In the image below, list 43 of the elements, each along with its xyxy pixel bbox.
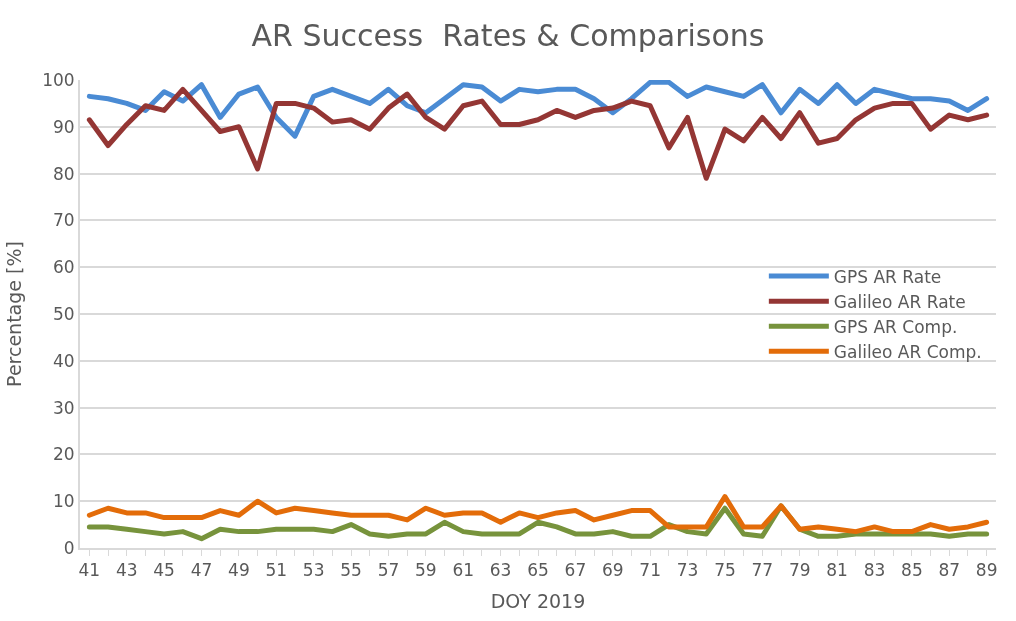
y-tick-label: 0 [63, 537, 75, 558]
x-axis-title: DOY 2019 [490, 589, 586, 612]
chart-title: AR Success Rates & Comparisons [251, 17, 765, 53]
y-tick-label: 40 [52, 350, 75, 371]
x-tick-label: 45 [153, 560, 175, 581]
y-axis-title: Percentage [%] [3, 241, 26, 387]
y-tick-label: 10 [52, 491, 75, 512]
x-tick-label: 51 [265, 560, 288, 581]
x-tick-label: 87 [938, 560, 961, 581]
y-tick-label: 50 [52, 303, 75, 324]
y-tick-label: 70 [52, 210, 75, 231]
x-tick-label: 81 [826, 560, 848, 581]
legend-label: Galileo AR Comp. [833, 341, 982, 362]
legend-label: GPS AR Comp. [833, 316, 958, 337]
x-tick-label: 53 [302, 560, 325, 581]
x-tick-label: 77 [751, 560, 774, 581]
x-tick-label: 79 [788, 560, 811, 581]
x-tick-label: 85 [901, 560, 923, 581]
x-tick-label: 55 [340, 560, 362, 581]
x-tick-label: 71 [639, 560, 661, 581]
x-tick-label: 47 [190, 560, 213, 581]
x-tick-label: 75 [714, 560, 736, 581]
legend-label: GPS AR Rate [833, 266, 942, 287]
x-tick-label: 89 [975, 560, 998, 581]
y-tick-label: 30 [52, 397, 75, 418]
y-tick-label: 100 [42, 69, 75, 90]
x-tick-label: 57 [377, 560, 400, 581]
x-tick-label: 67 [564, 560, 587, 581]
x-tick-label: 61 [452, 560, 475, 581]
x-tick-label: 63 [489, 560, 512, 581]
legend-label: Galileo AR Rate [833, 291, 966, 312]
x-tick-label: 83 [863, 560, 886, 581]
x-tick-label: 73 [676, 560, 699, 581]
x-tick-label: 41 [78, 560, 101, 581]
y-tick-label: 90 [52, 116, 75, 137]
y-tick-label: 20 [52, 444, 75, 465]
y-tick-label: 80 [52, 163, 75, 184]
y-tick-label: 60 [52, 257, 75, 278]
x-tick-label: 65 [527, 560, 549, 581]
x-tick-label: 43 [115, 560, 138, 581]
x-tick-label: 59 [415, 560, 437, 581]
x-tick-label: 49 [228, 560, 250, 581]
x-tick-label: 69 [601, 560, 624, 581]
